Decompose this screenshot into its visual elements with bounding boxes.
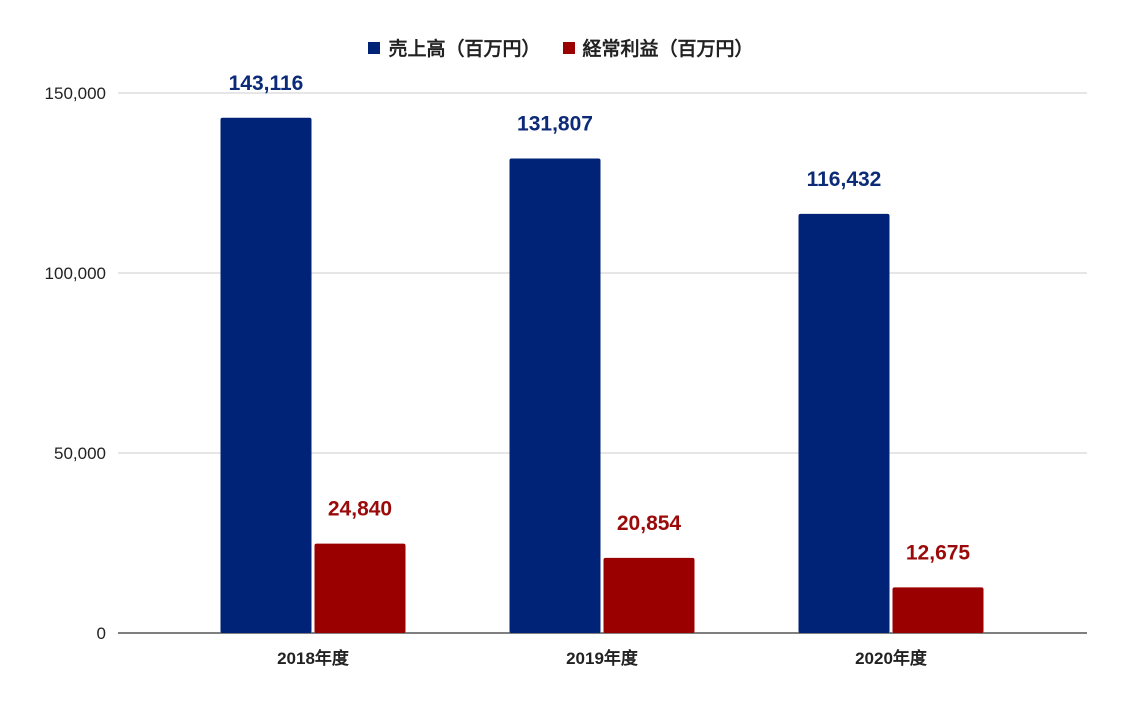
x-tick-label: 2018年度 (277, 648, 350, 668)
legend-swatch-sales (368, 41, 381, 54)
legend-item-ordinary-profit: 経常利益（百万円） (562, 34, 754, 61)
bar-ordinary-profit (892, 587, 984, 633)
legend: 売上高（百万円） 経常利益（百万円） (0, 34, 1122, 61)
data-label: 131,807 (517, 112, 593, 135)
bar-ordinary-profit (603, 557, 695, 633)
data-label: 143,116 (229, 72, 304, 95)
data-label: 20,854 (617, 512, 682, 535)
legend-label-ordinary-profit: 経常利益（百万円） (582, 39, 754, 60)
bar-sales (509, 158, 601, 633)
legend-label-sales: 売上高（百万円） (388, 39, 541, 60)
y-tick-label: 100,000 (45, 264, 106, 283)
bar-sales (220, 117, 312, 633)
data-label: 12,675 (906, 541, 971, 564)
legend-item-sales: 売上高（百万円） (368, 34, 541, 61)
y-tick-label: 50,000 (54, 444, 106, 463)
legend-swatch-ordinary-profit (562, 41, 575, 54)
data-label: 116,432 (807, 168, 882, 191)
y-tick-label: 0 (97, 624, 106, 643)
bar-sales (798, 213, 890, 634)
x-tick-label: 2019年度 (566, 648, 639, 668)
x-tick-label: 2020年度 (855, 648, 928, 668)
data-label: 24,840 (328, 498, 392, 521)
y-tick-label: 150,000 (45, 84, 106, 103)
bar-ordinary-profit (314, 543, 406, 633)
